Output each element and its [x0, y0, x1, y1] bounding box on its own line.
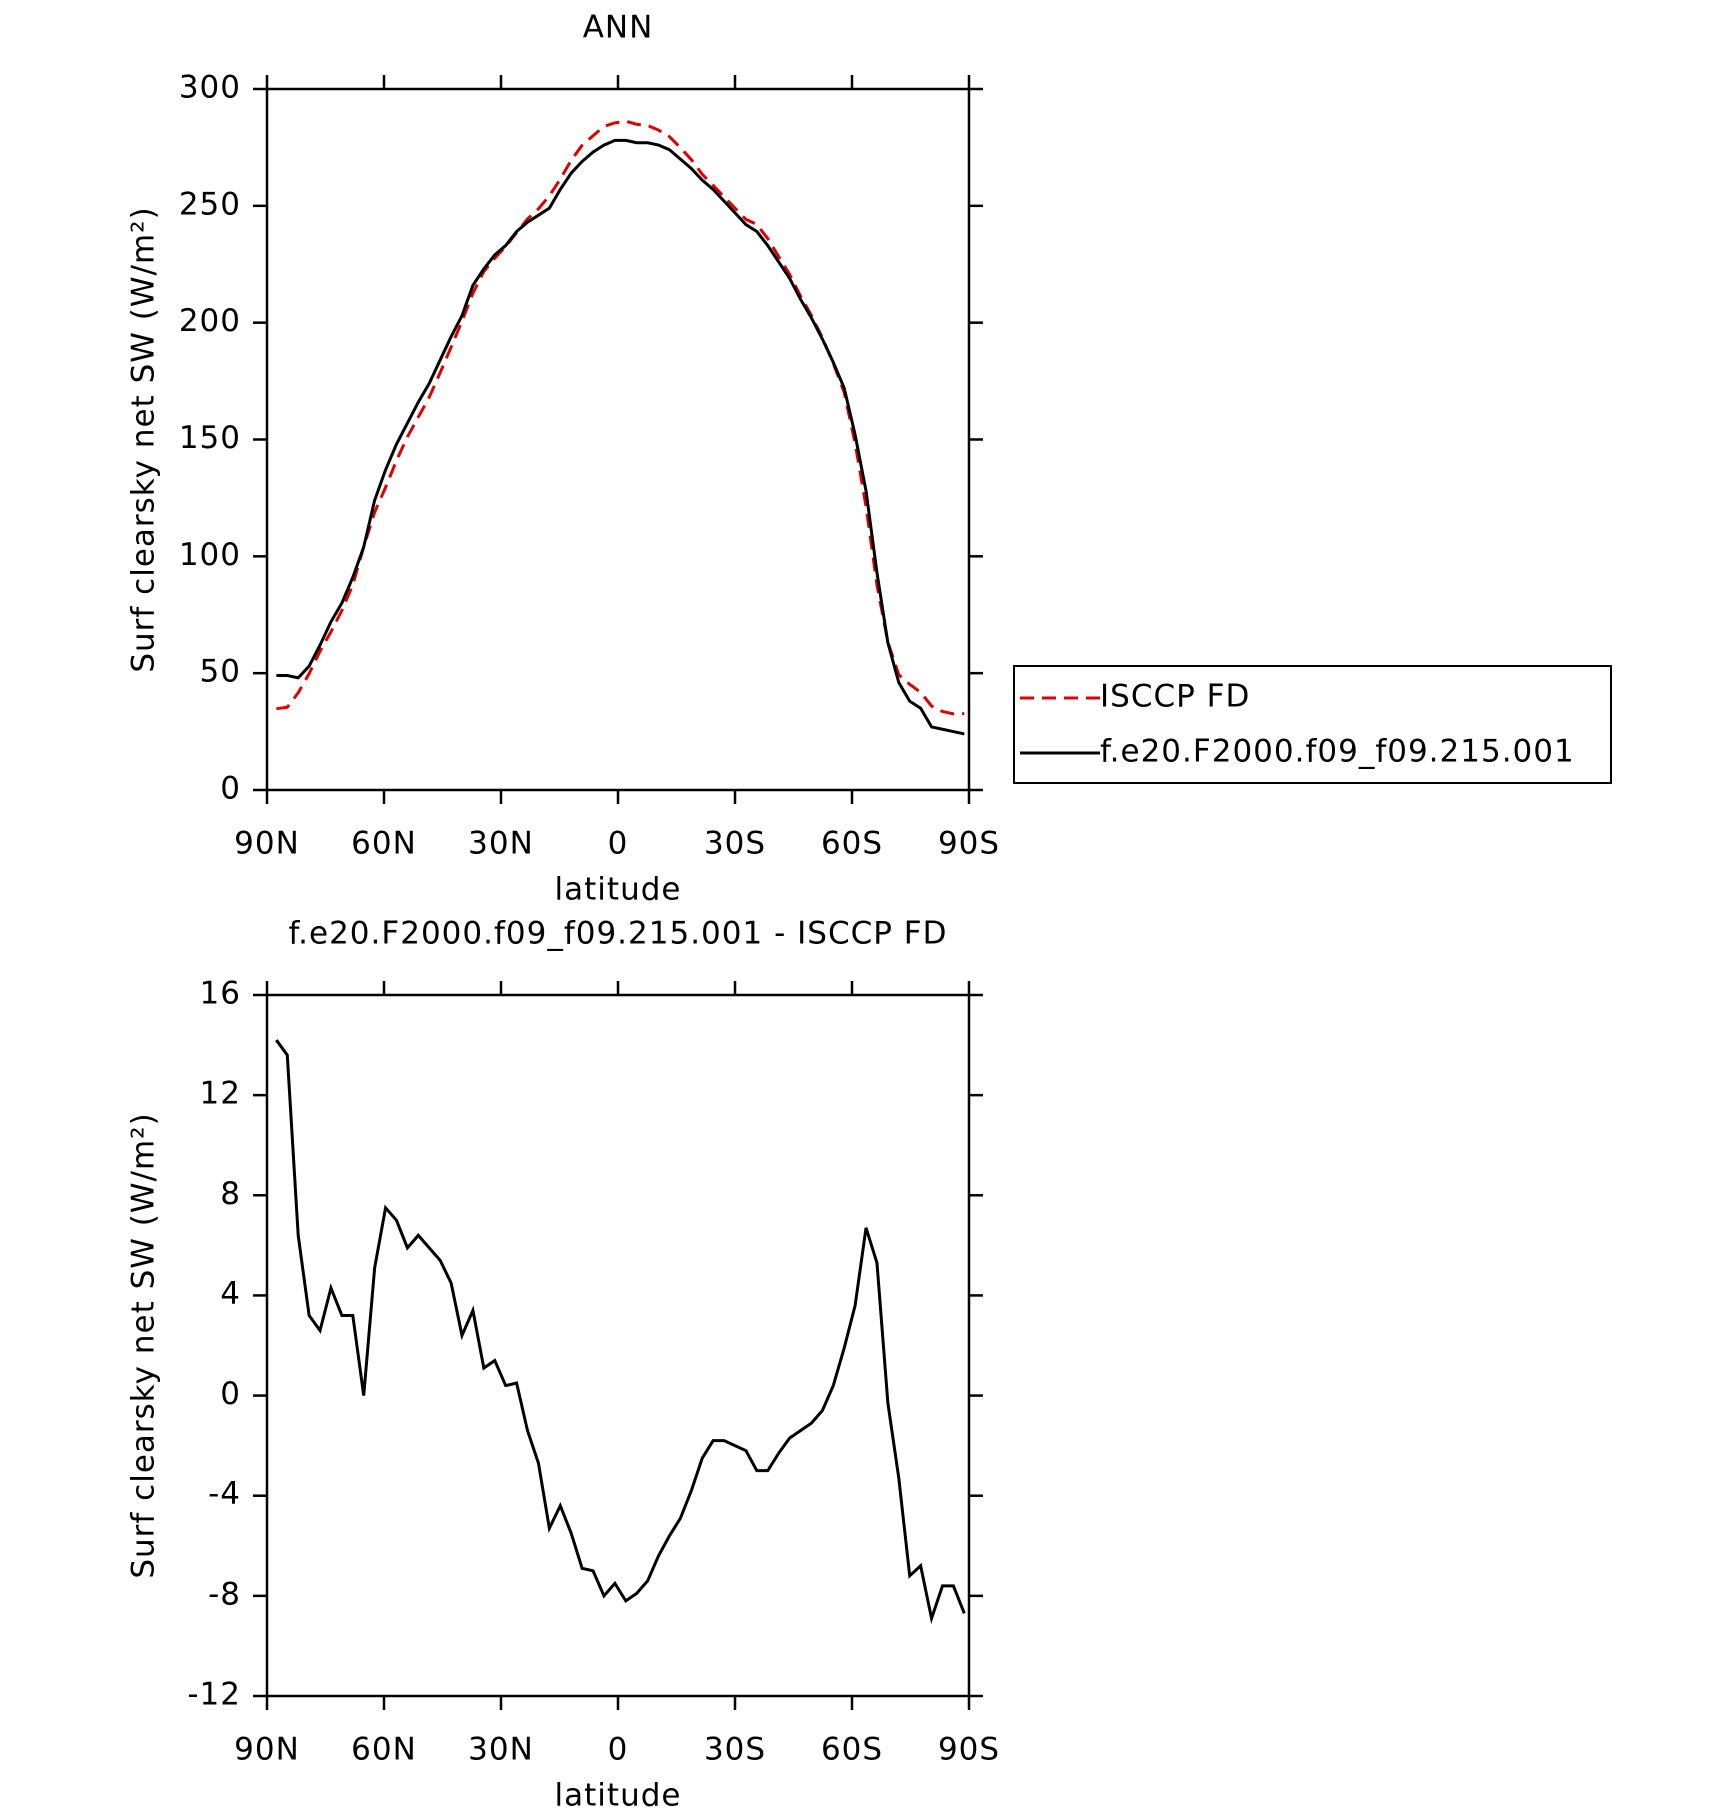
x-tick-label: 30N: [468, 826, 534, 862]
x-tick-label: 60S: [821, 826, 883, 862]
x-tick-label: 90S: [938, 826, 1000, 862]
y-tick-label: -8: [208, 1576, 241, 1612]
y-axis-label: Surf clearsky net SW (W/m²): [126, 1112, 162, 1578]
data-line: [276, 138, 965, 736]
x-tick-label: 60N: [351, 826, 417, 862]
x-tick-label: 30S: [704, 826, 766, 862]
y-tick-label: 12: [200, 1076, 241, 1112]
x-axis-label: latitude: [555, 1778, 682, 1814]
x-tick-label: 0: [608, 1732, 629, 1768]
y-tick-label: 150: [179, 420, 241, 456]
y-tick-label: 250: [179, 186, 241, 222]
y-tick-label: -12: [187, 1677, 241, 1713]
x-tick-label: 0: [608, 826, 629, 862]
y-tick-label: 8: [220, 1176, 241, 1212]
x-tick-label: 90N: [234, 1732, 300, 1768]
data-line: [275, 1039, 966, 1625]
y-tick-label: 0: [220, 771, 241, 807]
x-tick-label: 60N: [351, 1732, 417, 1768]
y-tick-label: 16: [200, 976, 241, 1012]
y-tick-label: 100: [179, 537, 241, 573]
x-tick-label: 60S: [821, 1732, 883, 1768]
x-tick-label: 90N: [234, 826, 300, 862]
plot-frame: [265, 87, 971, 792]
chart-title: f.e20.F2000.f09_f09.215.001 - ISCCP FD: [289, 916, 948, 952]
y-tick-label: 4: [220, 1276, 241, 1312]
y-tick-label: 0: [220, 1376, 241, 1412]
legend-label: ISCCP FD: [1100, 679, 1250, 715]
data-line: [276, 119, 965, 716]
y-tick-label: 300: [179, 70, 241, 106]
y-tick-label: 200: [179, 303, 241, 339]
legend-label: f.e20.F2000.f09_f09.215.001: [1100, 734, 1575, 770]
legend-box: [1013, 665, 1612, 784]
y-tick-label: 50: [200, 654, 241, 690]
x-axis-label: latitude: [555, 872, 682, 908]
y-tick-label: -4: [208, 1476, 241, 1512]
y-axis-label: Surf clearsky net SW (W/m²): [126, 206, 162, 672]
chart-title: ANN: [583, 10, 654, 46]
x-tick-label: 30S: [704, 1732, 766, 1768]
x-tick-label: 30N: [468, 1732, 534, 1768]
x-tick-label: 90S: [938, 1732, 1000, 1768]
